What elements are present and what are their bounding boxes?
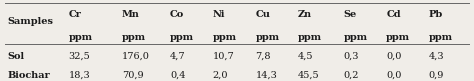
Text: Cd: Cd	[386, 10, 401, 19]
Text: Co: Co	[170, 10, 184, 19]
Text: 4,7: 4,7	[170, 52, 185, 61]
Text: 0,0: 0,0	[386, 71, 401, 80]
Text: Cr: Cr	[68, 10, 82, 19]
Text: ppm: ppm	[170, 33, 194, 42]
Text: Pb: Pb	[429, 10, 443, 19]
Text: Cu: Cu	[255, 10, 270, 19]
Text: ppm: ppm	[386, 33, 410, 42]
Text: ppm: ppm	[213, 33, 237, 42]
Text: 0,2: 0,2	[344, 71, 359, 80]
Text: 4,3: 4,3	[429, 52, 445, 61]
Text: ppm: ppm	[255, 33, 280, 42]
Text: ppm: ppm	[68, 33, 92, 42]
Text: Sol: Sol	[7, 52, 24, 61]
Text: ppm: ppm	[429, 33, 453, 42]
Text: 14,3: 14,3	[255, 71, 277, 80]
Text: Mn: Mn	[122, 10, 140, 19]
Text: 7,8: 7,8	[255, 52, 271, 61]
Text: 0,9: 0,9	[429, 71, 444, 80]
Text: 176,0: 176,0	[122, 52, 150, 61]
Text: 2,0: 2,0	[213, 71, 228, 80]
Text: Biochar: Biochar	[7, 71, 50, 80]
Text: 10,7: 10,7	[213, 52, 234, 61]
Text: 0,4: 0,4	[170, 71, 185, 80]
Text: ppm: ppm	[298, 33, 322, 42]
Text: 32,5: 32,5	[68, 52, 90, 61]
Text: ppm: ppm	[122, 33, 146, 42]
Text: Ni: Ni	[213, 10, 225, 19]
Text: Samples: Samples	[7, 17, 53, 26]
Text: 0,0: 0,0	[386, 52, 401, 61]
Text: ppm: ppm	[344, 33, 367, 42]
Text: Se: Se	[344, 10, 357, 19]
Text: 18,3: 18,3	[68, 71, 90, 80]
Text: 70,9: 70,9	[122, 71, 144, 80]
Text: Zn: Zn	[298, 10, 312, 19]
Text: 45,5: 45,5	[298, 71, 319, 80]
Text: 4,5: 4,5	[298, 52, 314, 61]
Text: 0,3: 0,3	[344, 52, 359, 61]
